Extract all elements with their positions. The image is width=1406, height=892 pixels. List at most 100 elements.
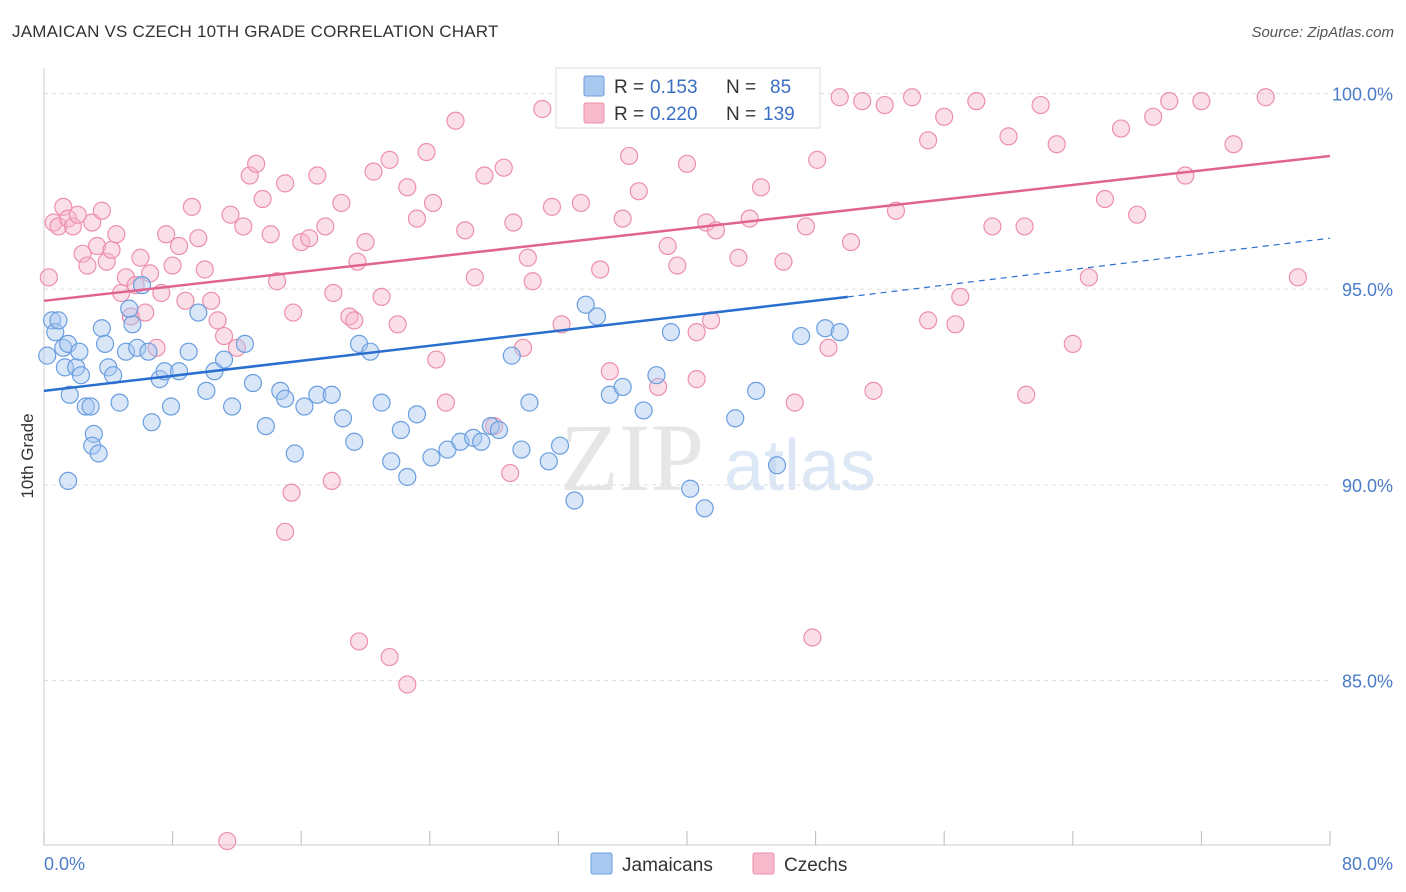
jamaicans-point: [816, 319, 835, 338]
legend-r-label-2: R =: [614, 104, 644, 125]
czechs-point: [322, 471, 341, 491]
czechs-point: [1079, 268, 1098, 287]
czechs-point: [157, 225, 176, 244]
czechs-point: [1176, 166, 1195, 185]
jamaicans-point: [197, 381, 216, 400]
y-tick-label: 95.0%: [1342, 280, 1393, 300]
czechs-point: [946, 315, 965, 334]
czechs-point: [253, 189, 272, 209]
czechs-point: [1160, 92, 1179, 111]
jamaicans-point: [726, 409, 745, 428]
czechs-point: [380, 150, 399, 169]
czechs-point: [853, 92, 872, 111]
czechs-point: [1127, 205, 1147, 224]
czechs-point: [475, 166, 494, 185]
czechs-point: [951, 287, 970, 306]
jamaicans-trend-extension: [847, 237, 1331, 298]
chart-title: JAMAICAN VS CZECH 10TH GRADE CORRELATION…: [12, 22, 499, 41]
czechs-point: [345, 311, 364, 330]
jamaicans-point: [398, 467, 417, 487]
czechs-point: [668, 256, 687, 275]
trend-lines: [43, 154, 1331, 393]
czechs-point: [131, 248, 150, 267]
czechs-point: [284, 303, 303, 322]
czechs-point: [214, 326, 234, 346]
jamaicans-point: [382, 452, 401, 471]
jamaicans-point: [767, 456, 787, 475]
legend-n-label-1: N =: [726, 77, 756, 98]
czechs-point: [276, 522, 295, 541]
x-tick-label: 0.0%: [44, 854, 85, 874]
czechs-point: [87, 236, 107, 256]
jamaicans-point: [345, 432, 364, 451]
czechs-point: [398, 675, 417, 694]
jamaicans-point: [391, 420, 410, 440]
czechs-points: [39, 88, 1307, 851]
czechs-point: [372, 287, 391, 306]
legend-swatch-pink: [583, 102, 605, 124]
czechs-point: [983, 217, 1002, 236]
czechs-point: [332, 193, 351, 213]
czechs-point: [267, 272, 287, 291]
czechs-point: [533, 99, 552, 119]
czechs-point: [1288, 268, 1307, 287]
czechs-point: [324, 283, 343, 303]
jamaicans-point: [661, 323, 681, 342]
czechs-point: [276, 174, 295, 193]
czechs-point: [919, 131, 938, 150]
jamaicans-point: [92, 319, 111, 338]
jamaicans-point: [489, 420, 509, 440]
legend-r-label-1: R =: [614, 77, 644, 98]
czechs-point: [234, 217, 253, 236]
jamaicans-point: [235, 334, 255, 353]
czechs-point: [1144, 107, 1163, 126]
jamaicans-point: [38, 346, 57, 365]
jamaicans-point: [830, 323, 849, 342]
jamaicans-point: [169, 362, 189, 381]
jamaicans-trend-line: [43, 295, 848, 393]
czechs-point: [398, 178, 417, 197]
czechs-point: [919, 311, 938, 330]
czechs-point: [740, 209, 759, 228]
czechs-point: [221, 205, 240, 224]
legend-czechs-label: Czechs: [784, 855, 847, 876]
czechs-point: [494, 158, 513, 177]
legend-jamaicans-label: Jamaicans: [622, 855, 713, 876]
jamaicans-point: [285, 444, 304, 463]
jamaicans-point: [792, 326, 811, 346]
jamaicans-point: [243, 373, 263, 393]
stats-legend: R = 0.153 N = 85 R = 0.220 N = 139: [555, 67, 821, 129]
czechs-point: [316, 217, 335, 236]
jamaicans-point: [42, 311, 62, 330]
czechs-point: [407, 209, 427, 228]
czechs-point: [63, 217, 83, 236]
jamaicans-point: [189, 303, 208, 322]
czechs-point: [819, 338, 838, 357]
czechs-point: [1192, 92, 1211, 111]
legend-czechs-swatch: [752, 852, 775, 875]
czechs-point: [571, 193, 591, 213]
czechs-point: [902, 88, 922, 107]
czechs-point: [1095, 189, 1115, 209]
legend-n-value-2: 139: [763, 104, 795, 125]
jamaicans-point: [81, 397, 100, 416]
czechs-point: [1031, 95, 1050, 115]
y-tick-label: 100.0%: [1332, 84, 1393, 104]
jamaicans-point: [276, 389, 295, 408]
jamaicans-point: [333, 409, 353, 428]
jamaicans-point: [128, 338, 147, 357]
jamaicans-point: [214, 350, 234, 369]
legend-n-label-2: N =: [726, 104, 756, 125]
series-legend: Jamaicans Czechs: [590, 852, 847, 876]
czechs-point: [202, 291, 221, 310]
legend-r-value-2: 0.220: [650, 104, 698, 125]
czechs-point: [1047, 135, 1066, 154]
jamaicans-point: [308, 385, 327, 404]
czechs-point: [523, 272, 542, 291]
czechs-point: [388, 315, 407, 334]
czechs-point: [620, 146, 639, 166]
czechs-point: [456, 221, 475, 240]
czechs-point: [282, 483, 301, 502]
jamaicans-point: [539, 452, 558, 471]
